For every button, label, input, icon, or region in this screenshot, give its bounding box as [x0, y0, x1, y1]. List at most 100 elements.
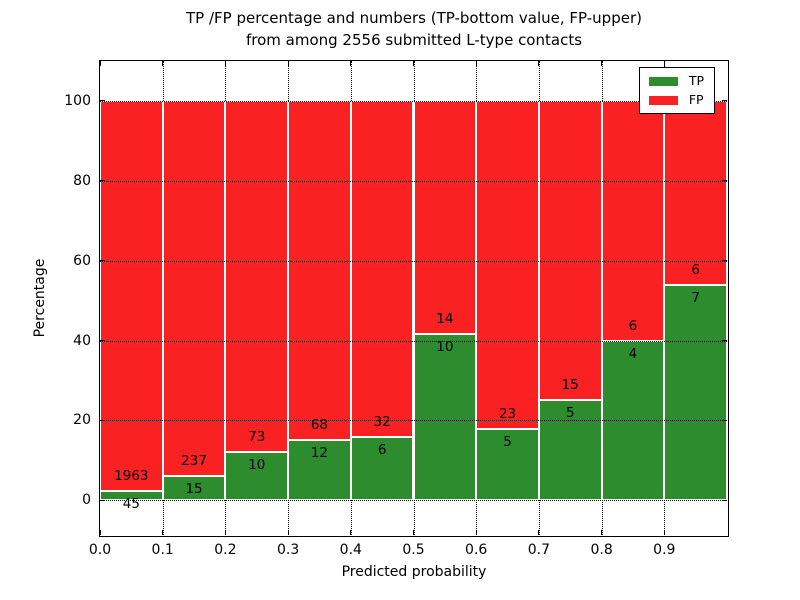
x-tick-mark — [413, 61, 414, 66]
y-tick-mark — [722, 100, 727, 102]
y-tick-mark — [722, 260, 727, 262]
tp-bar-segment — [100, 491, 163, 501]
y-axis-label: Percentage — [32, 258, 48, 338]
tp-count-label: 10 — [248, 457, 266, 474]
tp-count-label: 12 — [310, 445, 329, 462]
x-tick-mark — [99, 530, 101, 535]
y-tick-label: 20 — [73, 412, 91, 429]
x-tick-mark — [475, 61, 477, 66]
y-tick-label: 80 — [73, 172, 91, 189]
chart-title-line1: TP /FP percentage and numbers (TP-bottom… — [186, 9, 642, 27]
x-tick-label: 0.4 — [339, 542, 362, 558]
y-tick-label: 0 — [82, 492, 91, 509]
x-tick-label: 0.3 — [276, 542, 300, 558]
x-tick-mark — [162, 61, 164, 66]
x-tick-mark — [475, 530, 477, 535]
x-tick-mark — [162, 530, 164, 535]
tp-count-label: 5 — [503, 433, 512, 450]
fp-legend-label: FP — [688, 92, 704, 107]
fp-bar-segment — [162, 100, 226, 477]
fp-count-label: 1963 — [114, 468, 149, 485]
x-tick-label: 0.2 — [214, 542, 237, 558]
fp-bar-segment — [288, 100, 351, 441]
x-tick-label: 0.1 — [151, 542, 174, 558]
x-tick-label: 0.6 — [465, 542, 488, 558]
y-tick-mark — [100, 180, 105, 182]
tp-count-label: 6 — [377, 442, 387, 459]
tp-count-label: 10 — [436, 338, 454, 355]
y-tick-mark — [722, 340, 727, 342]
x-axis-label: Predicted probability — [341, 564, 487, 580]
fp-count-label: 15 — [561, 377, 579, 394]
tp-count-label: 15 — [185, 481, 203, 498]
x-tick-mark — [601, 530, 603, 535]
x-tick-mark — [601, 61, 603, 66]
tp-bar-segment — [413, 333, 477, 501]
tp-legend-swatch — [648, 76, 678, 86]
y-tick-mark — [100, 419, 105, 421]
horizontal-gridline — [100, 260, 727, 262]
fp-bar-segment — [100, 100, 163, 492]
x-tick-mark — [538, 530, 540, 535]
horizontal-gridline — [100, 340, 727, 342]
tp-bar-segment — [350, 437, 414, 501]
tp-bar-segment — [162, 476, 226, 501]
x-tick-mark — [350, 61, 352, 66]
x-tick-mark — [287, 530, 289, 535]
x-tick-mark — [224, 61, 226, 66]
fp-bar-segment — [538, 100, 602, 401]
fp-count-label: 68 — [310, 417, 329, 434]
tp-bar-segment — [601, 340, 665, 501]
legend-entry-fp: FP — [648, 92, 704, 107]
fp-bar-segment — [476, 100, 539, 429]
axes-region: 1963 45 237 15 73 10 68 12 32 6 14 10 23 5 15 5 6 4 6 7 0.0 0… — [64, 61, 727, 558]
tp-count-label: 7 — [691, 290, 700, 307]
y-tick-mark — [722, 499, 727, 501]
tp-bar-segment — [538, 400, 602, 501]
y-tick-mark — [722, 419, 727, 421]
fp-count-label: 23 — [498, 405, 517, 422]
fp-count-label: 32 — [373, 414, 391, 431]
tp-count-label: 45 — [122, 496, 140, 513]
tp-bar-segment — [225, 452, 289, 501]
fp-bar-segment — [601, 100, 665, 341]
fp-bar-segment — [225, 100, 289, 453]
horizontal-gridline — [100, 100, 727, 102]
y-tick-mark — [100, 100, 105, 102]
x-tick-label: 0.9 — [653, 542, 676, 558]
fp-bar-segment — [413, 100, 477, 334]
fp-count-label: 6 — [691, 262, 700, 279]
y-tick-label: 100 — [64, 92, 91, 109]
fp-count-label: 6 — [628, 317, 638, 334]
x-tick-label: 0.8 — [590, 542, 613, 558]
legend-box: TP FP — [638, 67, 715, 114]
tp-count-label: 5 — [565, 405, 575, 422]
legend-entry-tp: TP — [648, 74, 704, 87]
y-tick-label: 40 — [73, 332, 91, 349]
x-tick-label: 0.7 — [527, 542, 551, 558]
tp-bar-segment — [288, 440, 351, 501]
chart-title-line2: from among 2556 submitted L-type contact… — [245, 30, 583, 49]
x-tick-mark — [663, 530, 665, 535]
fp-bar-segment — [664, 100, 727, 286]
x-tick-mark — [538, 61, 540, 66]
tp-bar-segment — [664, 285, 727, 501]
y-tick-label: 60 — [73, 252, 91, 269]
y-tick-mark — [722, 180, 727, 182]
tp-bar-segment — [476, 428, 539, 501]
x-tick-label: 0.0 — [88, 542, 112, 558]
x-tick-mark — [663, 61, 665, 66]
x-tick-label: 0.5 — [402, 542, 425, 558]
fp-bar-segment — [350, 100, 414, 438]
x-tick-mark — [287, 61, 289, 66]
x-tick-mark — [224, 530, 226, 535]
y-tick-mark — [100, 499, 105, 501]
fp-legend-swatch — [648, 95, 678, 105]
chart-title: TP /FP percentage and numbers (TP-bottom… — [99, 8, 729, 51]
fp-count-label: 73 — [248, 429, 266, 446]
horizontal-gridline — [100, 500, 727, 502]
plot-area: 1963 45 237 15 73 10 68 12 32 6 14 10 23 5 15 5 6 4 6 7 0.0 0… — [64, 60, 729, 558]
horizontal-gridline — [100, 180, 727, 182]
x-tick-mark — [99, 61, 101, 66]
